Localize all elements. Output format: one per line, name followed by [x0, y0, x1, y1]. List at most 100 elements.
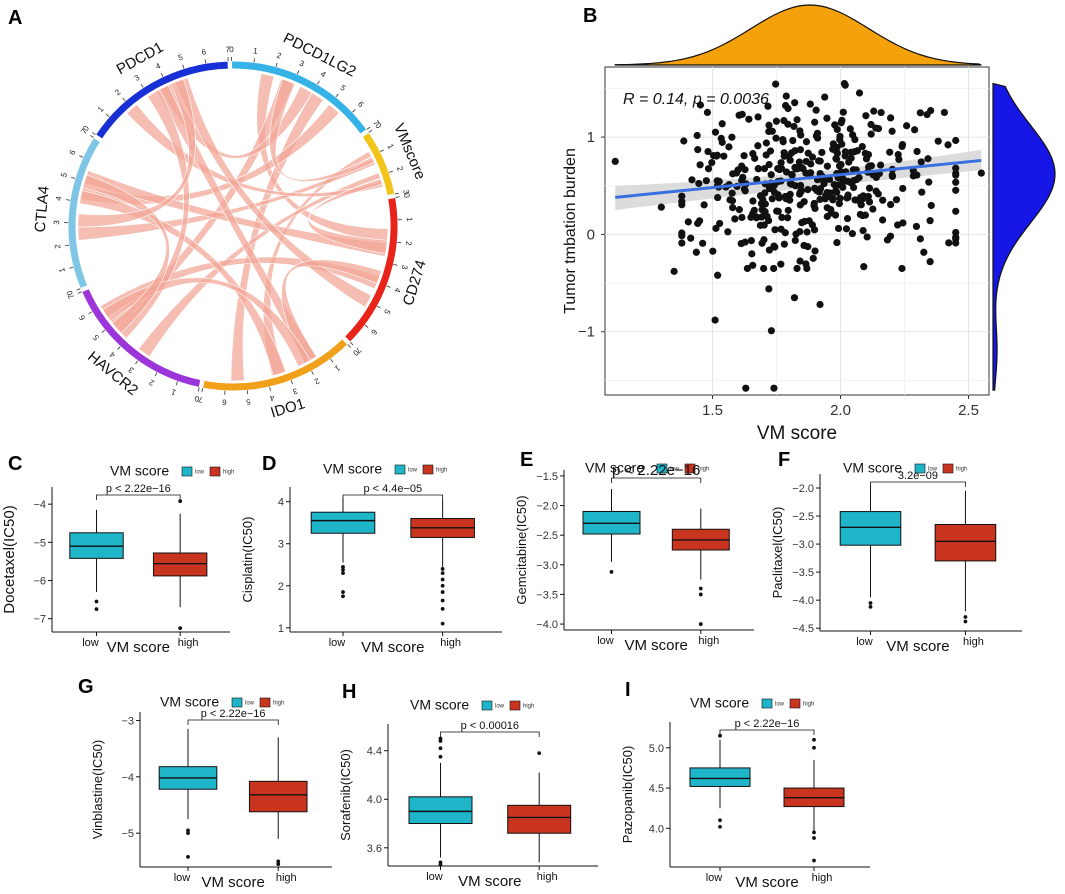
scatter-point: [796, 127, 803, 134]
scatter-point: [733, 169, 740, 176]
chord-tick: [395, 193, 399, 194]
scatter-point: [678, 201, 685, 208]
chord-tick: [106, 114, 109, 117]
scatter-point: [778, 165, 785, 172]
outlier-point: [441, 590, 445, 594]
chord-sector-label: VMscore: [390, 121, 429, 182]
scatter-point: [879, 197, 886, 204]
scatter-point: [769, 195, 776, 202]
scatter-point: [838, 117, 845, 124]
outlier-point: [186, 831, 190, 835]
chord-tick: [270, 387, 271, 391]
y-tick-label: 3: [278, 539, 284, 551]
scatter-point: [835, 225, 842, 232]
chord-tick: [367, 127, 370, 129]
scatter-point: [850, 184, 857, 191]
legend-swatch-high: [790, 699, 800, 708]
legend-swatch-high: [943, 464, 953, 473]
scatter-point: [678, 239, 685, 246]
chord-tick-label: 4: [54, 195, 64, 201]
outlier-point: [441, 571, 445, 575]
legend-label-low: low: [195, 470, 205, 476]
scatter-point: [838, 141, 845, 148]
chord-tick: [350, 342, 353, 345]
scatter-point: [701, 201, 708, 208]
chord-tick-label: 3: [291, 386, 299, 396]
scatter-point: [864, 233, 871, 240]
scatter-point: [791, 294, 798, 301]
scatter-point: [789, 137, 796, 144]
chord-tick-label: 6: [221, 398, 226, 407]
p-value-label: 3.2e−09: [898, 470, 938, 482]
scatter-point: [712, 129, 719, 136]
legend-label-high: high: [273, 701, 284, 707]
significance-bracket: [871, 482, 966, 487]
scatter-point: [768, 327, 775, 334]
outlier-point: [869, 605, 873, 609]
scatter-point: [913, 223, 920, 230]
scatter-point: [742, 239, 749, 246]
chord-tick-label: 6: [77, 313, 87, 322]
p-value-label: p < 2.22e−16: [735, 718, 800, 730]
scatter-point: [841, 152, 848, 159]
scatter-point: [935, 138, 942, 145]
significance-bracket: [720, 730, 814, 735]
chord-tick: [161, 73, 163, 77]
y-tick-label: 0: [587, 226, 595, 243]
scatter-point: [796, 228, 803, 235]
chord-tick-label: 3: [400, 264, 410, 271]
panel-label-c: C: [8, 453, 22, 475]
scatter-point: [680, 137, 687, 144]
panel-label-g: G: [78, 676, 94, 698]
correlation-annotation: R = 0.14, p = 0.0036: [623, 91, 769, 108]
legend-label-low: low: [495, 704, 505, 710]
scatter-point: [694, 146, 701, 153]
scatter-point: [685, 218, 692, 225]
y-tick-label: 4.0: [367, 794, 382, 806]
outlier-point: [341, 568, 345, 572]
scatter-point: [704, 148, 711, 155]
scatter-point: [844, 215, 851, 222]
x-tick-label-low: low: [706, 872, 723, 884]
scatter-point: [728, 134, 735, 141]
outlier-point: [441, 567, 445, 571]
scatter-point: [745, 116, 752, 123]
chord-tick: [312, 371, 314, 375]
scatter-point: [766, 246, 773, 253]
x-tick-label: 1.5: [702, 402, 723, 419]
scatter-point: [765, 122, 772, 129]
outlier-point: [812, 738, 816, 742]
chord-tick-label: 2: [395, 165, 405, 173]
chord-tick-label: 3: [52, 220, 61, 225]
outlier-point: [441, 599, 445, 603]
chord-tick-label: 2: [276, 51, 283, 61]
x-tick-label-low: low: [174, 872, 191, 884]
scatter-point: [893, 196, 900, 203]
outlier-point: [610, 570, 614, 574]
panel-label-a: A: [8, 7, 22, 29]
legend-swatch-low: [395, 465, 405, 474]
scatter-point: [814, 134, 821, 141]
scatter-point: [925, 179, 932, 186]
box-low: [690, 768, 750, 787]
chord-tick: [79, 156, 83, 158]
scatter-point: [945, 239, 952, 246]
outlier-point: [812, 859, 816, 863]
scatter-point: [711, 316, 718, 323]
scatter-point: [731, 215, 738, 222]
y-tick-label: 4.0: [649, 823, 664, 835]
scatter-point: [894, 221, 901, 228]
y-axis-title: Paclitaxel(IC50): [770, 507, 785, 599]
outlier-point: [812, 746, 816, 750]
scatter-point: [765, 285, 772, 292]
chord-tick: [396, 197, 400, 198]
scatter-point: [763, 139, 770, 146]
scatter-point: [952, 137, 959, 144]
legend-swatch-low: [762, 699, 772, 708]
scatter-point: [772, 135, 779, 142]
scatter-point: [903, 122, 910, 129]
scatter-point: [719, 139, 726, 146]
scatter-point: [878, 109, 885, 116]
